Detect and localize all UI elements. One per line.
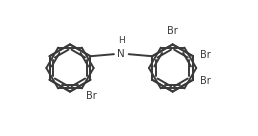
Text: Br: Br [200, 50, 211, 60]
Text: Br: Br [86, 91, 96, 101]
Text: Br: Br [200, 76, 211, 86]
Text: Br: Br [167, 26, 178, 36]
Text: H: H [118, 36, 125, 45]
Text: N: N [117, 49, 125, 58]
